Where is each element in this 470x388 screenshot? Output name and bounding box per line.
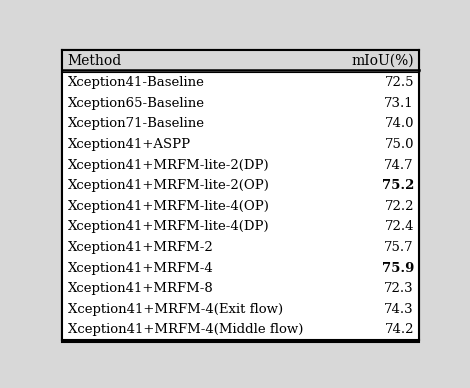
Text: Xception65-Baseline: Xception65-Baseline xyxy=(68,97,205,110)
Text: Xception41+MRFM-lite-4(DP): Xception41+MRFM-lite-4(DP) xyxy=(68,220,269,233)
Text: Xception71-Baseline: Xception71-Baseline xyxy=(68,117,205,130)
Text: 72.5: 72.5 xyxy=(384,76,414,89)
Text: Xception41+MRFM-lite-2(DP): Xception41+MRFM-lite-2(DP) xyxy=(68,159,269,171)
Text: 75.7: 75.7 xyxy=(384,241,414,254)
Bar xyxy=(63,50,419,72)
Text: Xception41+MRFM-lite-2(OP): Xception41+MRFM-lite-2(OP) xyxy=(68,179,270,192)
Text: 75.0: 75.0 xyxy=(384,138,414,151)
Text: 73.1: 73.1 xyxy=(384,97,414,110)
Text: Xception41+MRFM-8: Xception41+MRFM-8 xyxy=(68,282,213,295)
Text: 72.3: 72.3 xyxy=(384,282,414,295)
Text: 74.0: 74.0 xyxy=(384,117,414,130)
Text: mIoU(%): mIoU(%) xyxy=(351,54,414,68)
Text: Method: Method xyxy=(68,54,122,68)
Text: Xception41+MRFM-4(Middle flow): Xception41+MRFM-4(Middle flow) xyxy=(68,324,303,336)
Bar xyxy=(63,72,419,340)
Text: 72.4: 72.4 xyxy=(384,220,414,233)
Text: 74.7: 74.7 xyxy=(384,159,414,171)
Text: 74.2: 74.2 xyxy=(384,324,414,336)
Text: Xception41-Baseline: Xception41-Baseline xyxy=(68,76,205,89)
Text: 75.2: 75.2 xyxy=(382,179,414,192)
Text: Xception41+ASPP: Xception41+ASPP xyxy=(68,138,191,151)
Text: Xception41+MRFM-2: Xception41+MRFM-2 xyxy=(68,241,213,254)
Text: 72.2: 72.2 xyxy=(384,200,414,213)
Text: Xception41+MRFM-4(Exit flow): Xception41+MRFM-4(Exit flow) xyxy=(68,303,283,316)
Text: Xception41+MRFM-4: Xception41+MRFM-4 xyxy=(68,262,213,275)
Text: 75.9: 75.9 xyxy=(382,262,414,275)
Text: 74.3: 74.3 xyxy=(384,303,414,316)
Text: Xception41+MRFM-lite-4(OP): Xception41+MRFM-lite-4(OP) xyxy=(68,200,270,213)
